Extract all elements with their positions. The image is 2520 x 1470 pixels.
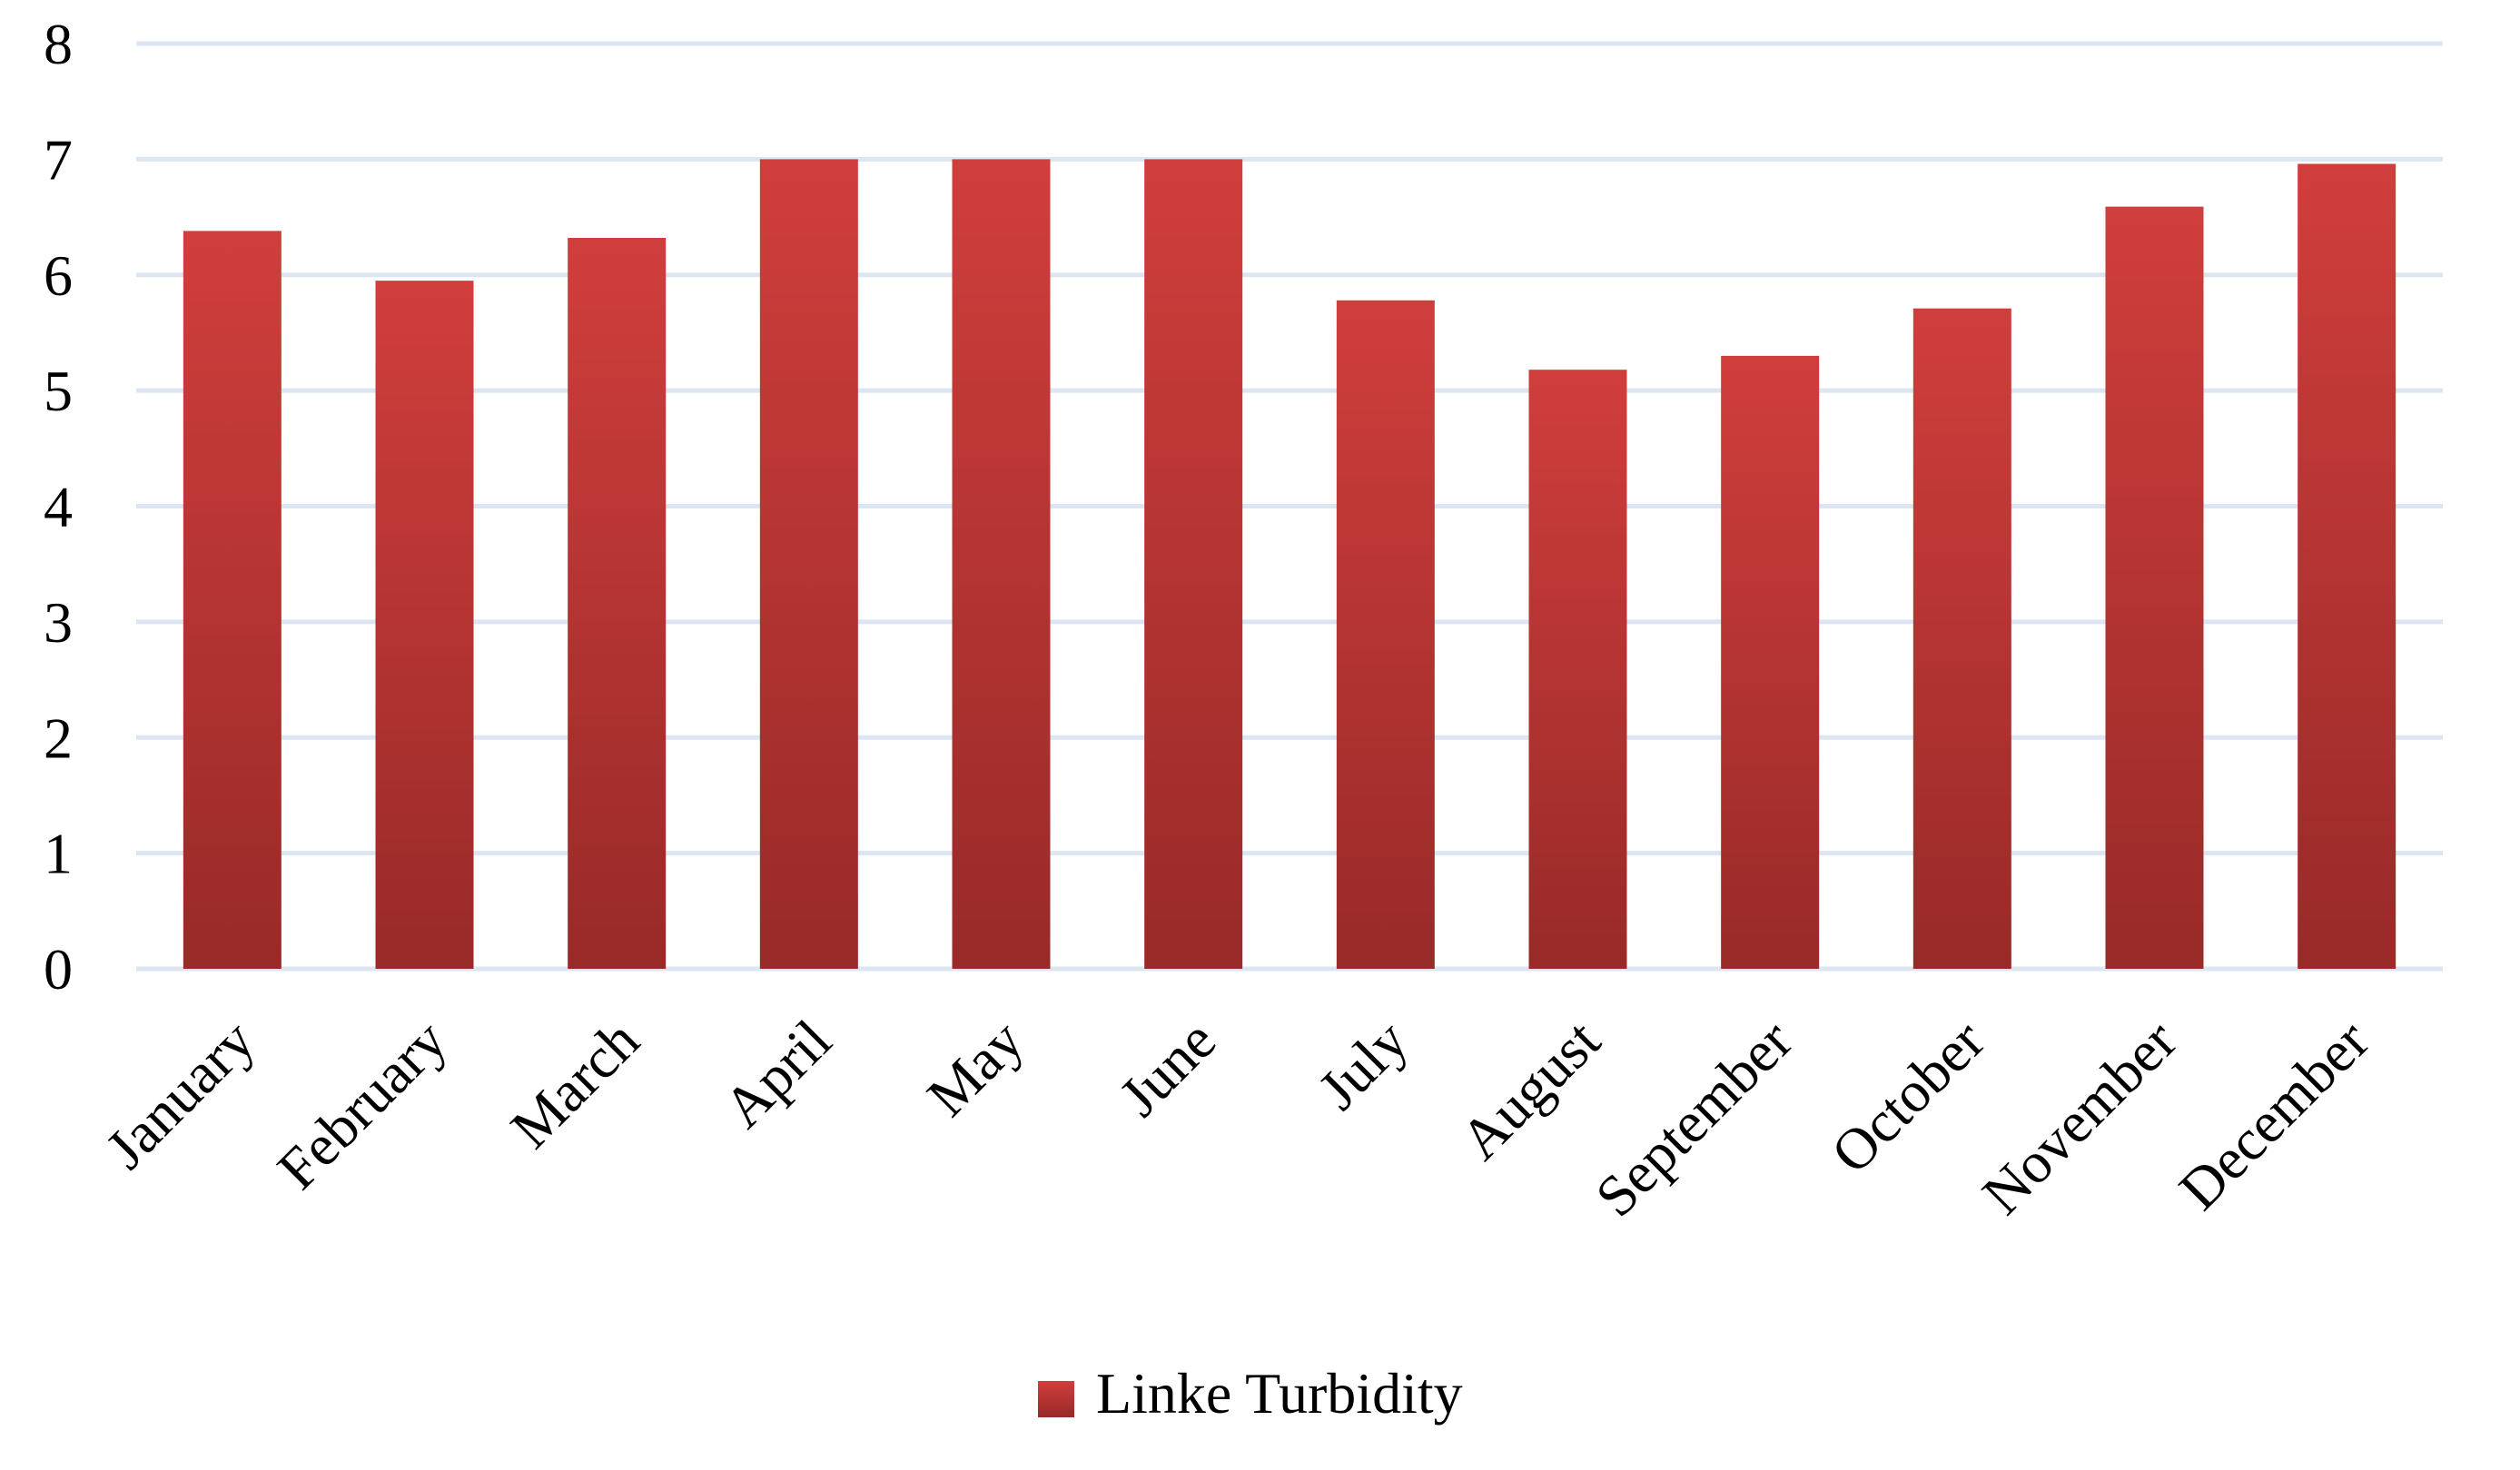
y-tick-label: 2 [44, 705, 73, 770]
y-tick-label: 8 [44, 12, 73, 76]
bar-december [2298, 163, 2396, 970]
y-tick-label: 3 [44, 590, 73, 655]
gridlines [136, 41, 2443, 972]
x-tick-label: November [1970, 1008, 2189, 1227]
x-tick-label: May [914, 1008, 1035, 1129]
y-tick-label: 6 [44, 243, 73, 308]
bar-september [1721, 355, 1820, 970]
x-tick-label: April [711, 1008, 844, 1140]
bar-march [568, 237, 667, 969]
legend-swatch [1038, 1381, 1074, 1417]
x-tick-label: September [1583, 1008, 1804, 1229]
x-tick-label: June [1107, 1008, 1228, 1129]
bar-may [952, 159, 1051, 969]
bar-april [759, 159, 858, 969]
bar-august [1528, 370, 1627, 969]
legend: Linke Turbidity [1038, 1361, 1463, 1426]
y-tick-label: 1 [44, 822, 73, 886]
x-tick-label: August [1448, 1008, 1612, 1172]
bar-february [375, 281, 474, 969]
x-tick-label: February [265, 1008, 460, 1202]
bar-october [1912, 308, 2011, 970]
y-tick-label: 4 [44, 475, 73, 539]
x-tick-label: July [1306, 1008, 1420, 1122]
bar-november [2105, 206, 2204, 969]
bar-july [1336, 300, 1435, 970]
x-tick-label: December [2167, 1008, 2381, 1222]
x-tick-label: January [94, 1008, 267, 1181]
bars [183, 159, 2396, 970]
legend-label: Linke Turbidity [1096, 1361, 1463, 1426]
x-tick-label: October [1819, 1008, 1997, 1186]
y-tick-label: 0 [44, 937, 73, 1001]
y-axis: 0 1 2 3 4 5 6 7 8 [44, 12, 73, 1001]
x-tick-label: March [499, 1008, 651, 1160]
y-tick-label: 5 [44, 359, 73, 423]
y-tick-label: 7 [44, 127, 73, 192]
bar-january [183, 231, 282, 969]
bar-june [1144, 159, 1243, 969]
